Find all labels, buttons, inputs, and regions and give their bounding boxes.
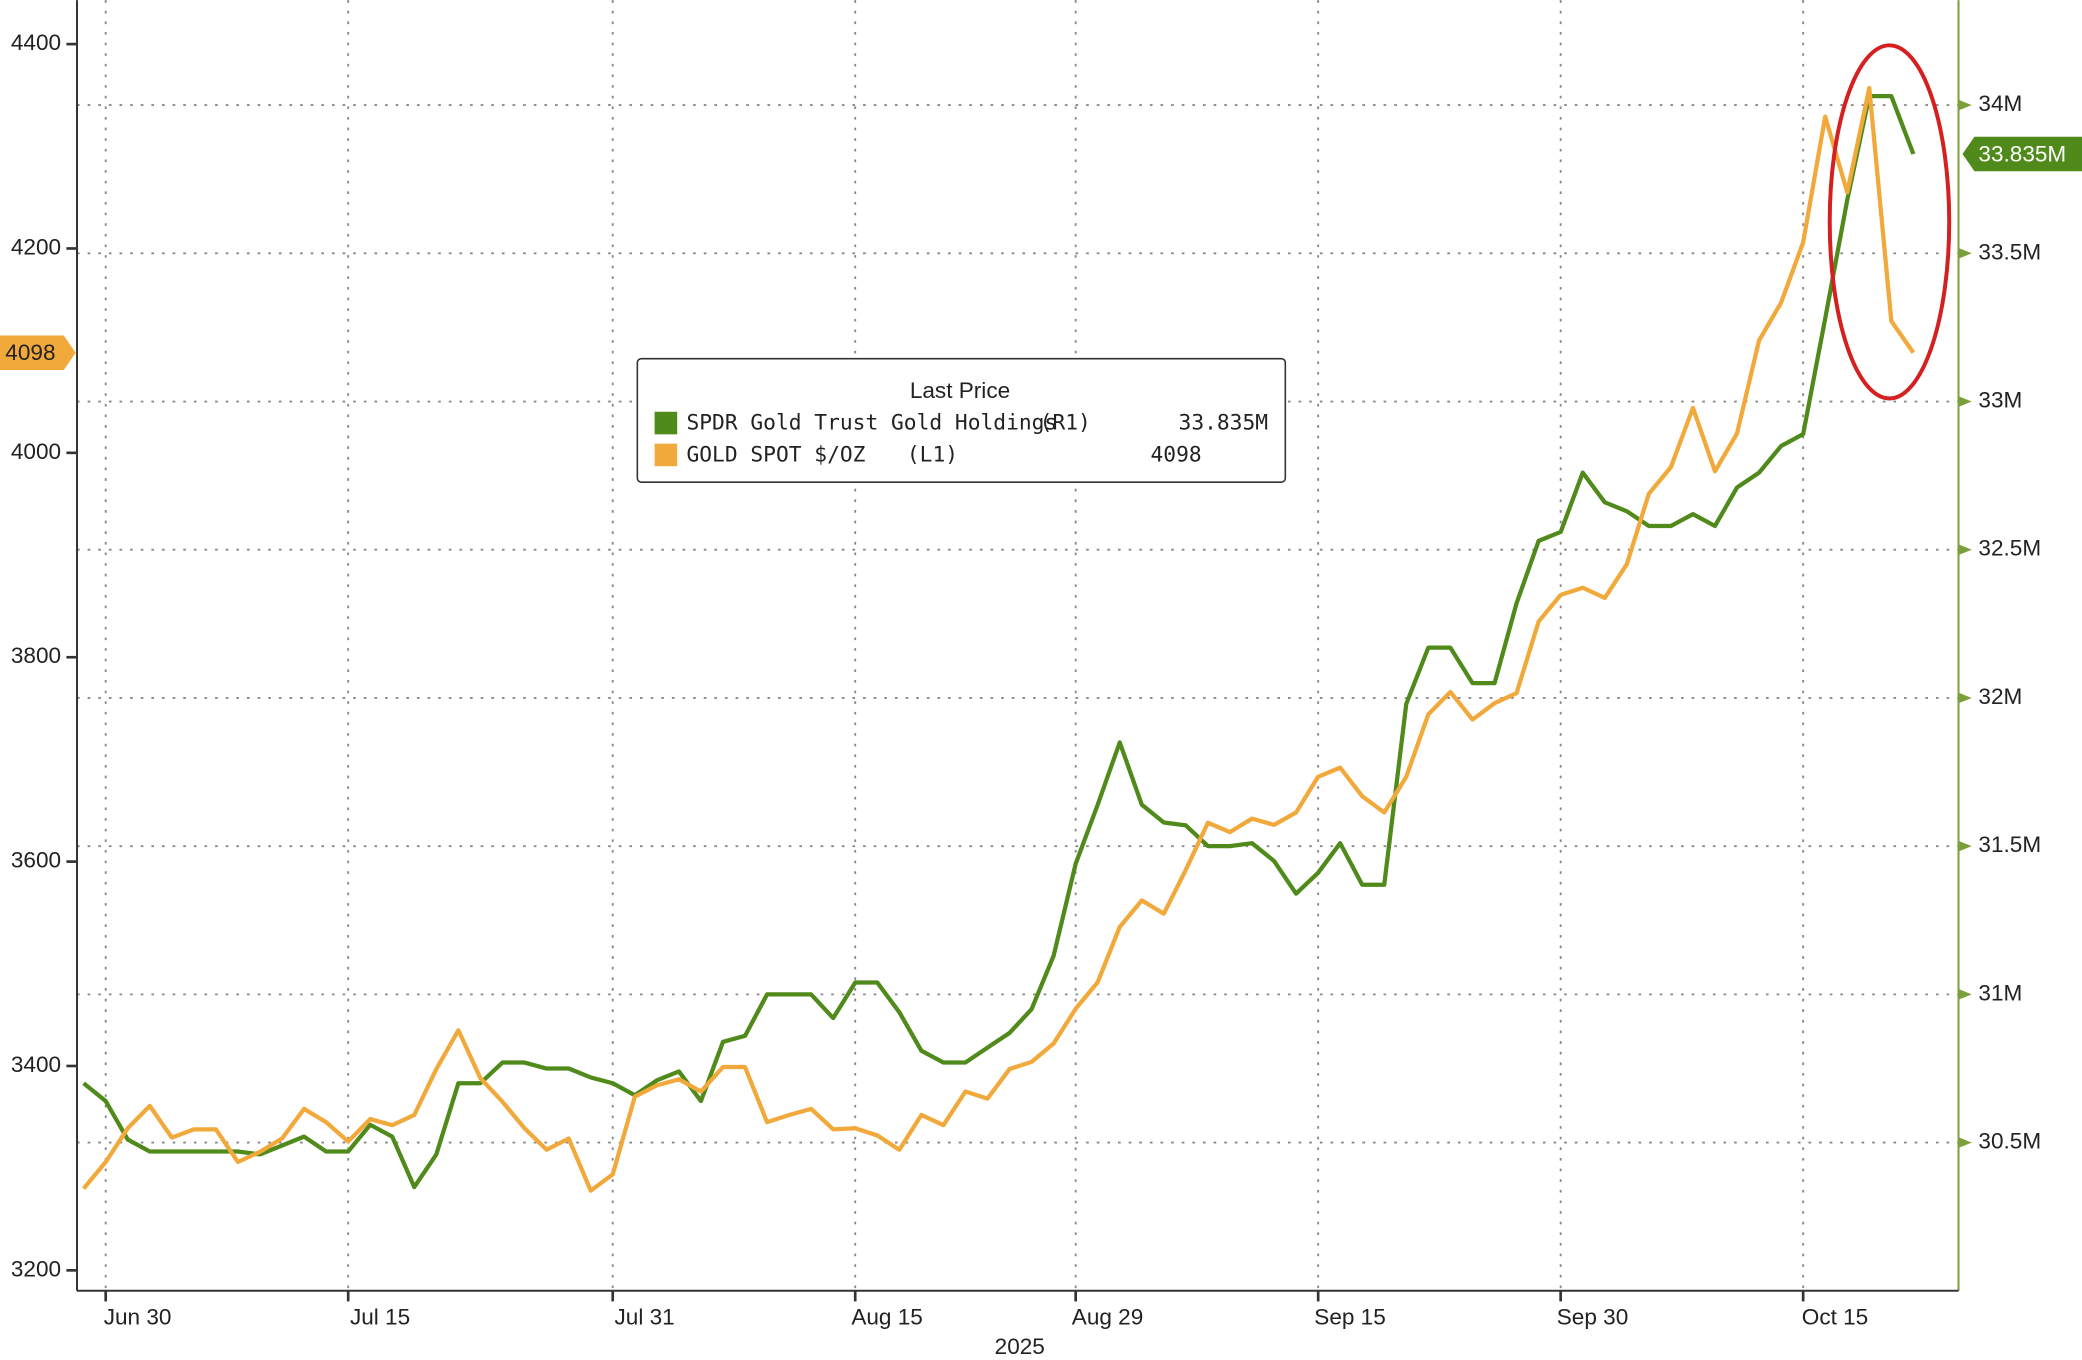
- y2-tick-label: 32M: [1978, 684, 2022, 709]
- last-value-label: 33.835M: [1978, 141, 2066, 166]
- y2-tick-label: 33.5M: [1978, 239, 2041, 264]
- legend-box: [636, 357, 1287, 483]
- y2-tick: [1958, 99, 1972, 111]
- legend-axis-tag: (R1): [1040, 411, 1091, 436]
- legend-label: GOLD SPOT $/OZ: [686, 443, 865, 468]
- y2-tick: [1958, 989, 1972, 1000]
- legend: Last Price SPDR Gold Trust Gold Holdings…: [636, 357, 1287, 483]
- y-tick-label: 3800: [11, 643, 61, 668]
- series-line: [82, 94, 1916, 1190]
- y-tick-label: 3400: [11, 1052, 61, 1077]
- y2-tick: [1958, 247, 1972, 259]
- y2-tick: [1958, 544, 1972, 556]
- y2-tick: [1958, 692, 1972, 704]
- axes: 3200 3400 3600 3800 4000 4200 4400 30.5M 31M 31.5…: [0, 30, 2082, 1330]
- x-tick-label: Sep 30: [1557, 1305, 1629, 1330]
- x-tick-label: Jun 30: [104, 1305, 172, 1330]
- y2-tick-label: 34M: [1978, 91, 2022, 116]
- series-line: [82, 85, 1916, 1193]
- last-value-badge: [1962, 136, 2082, 172]
- highlight-ellipse: [1827, 43, 1952, 401]
- y-tick-label: 4000: [11, 439, 61, 464]
- legend-swatch: [654, 443, 678, 467]
- y-tick-label: 3200: [11, 1256, 61, 1281]
- last-value-label: 4098: [5, 340, 55, 365]
- legend-axis-tag: (L1): [907, 443, 958, 468]
- y2-tick-label: 31.5M: [1978, 832, 2041, 857]
- legend-label: SPDR Gold Trust Gold Holdings: [686, 411, 1057, 436]
- legend-swatch: [654, 411, 678, 435]
- y2-tick-label: 30.5M: [1978, 1129, 2041, 1154]
- y2-tick-label: 33M: [1978, 387, 2022, 412]
- x-axis-label: 2025: [995, 1334, 1045, 1359]
- y2-tick-label: 31M: [1978, 980, 2022, 1005]
- legend-title: Last Price: [910, 378, 1010, 403]
- y-tick-label: 3600: [11, 848, 61, 873]
- y2-tick: [1958, 396, 1972, 407]
- legend-value: 4098: [1151, 443, 1202, 468]
- y-tick-label: 4200: [11, 234, 61, 259]
- x-tick-label: Jul 31: [614, 1305, 674, 1330]
- lines: [82, 85, 1916, 1193]
- last-value-badge: [0, 335, 76, 370]
- x-tick-label: Oct 15: [1802, 1305, 1868, 1330]
- x-tick-label: Jul 15: [350, 1305, 410, 1330]
- legend-value: 33.835M: [1179, 411, 1269, 436]
- y-tick-label: 4400: [11, 30, 61, 55]
- y2-tick: [1958, 1137, 1972, 1148]
- x-tick-label: Aug 29: [1072, 1305, 1144, 1330]
- y2-tick-label: 32.5M: [1978, 536, 2041, 561]
- x-tick-label: Sep 15: [1314, 1305, 1386, 1330]
- x-tick-label: Aug 15: [851, 1305, 923, 1330]
- y2-tick: [1958, 840, 1972, 852]
